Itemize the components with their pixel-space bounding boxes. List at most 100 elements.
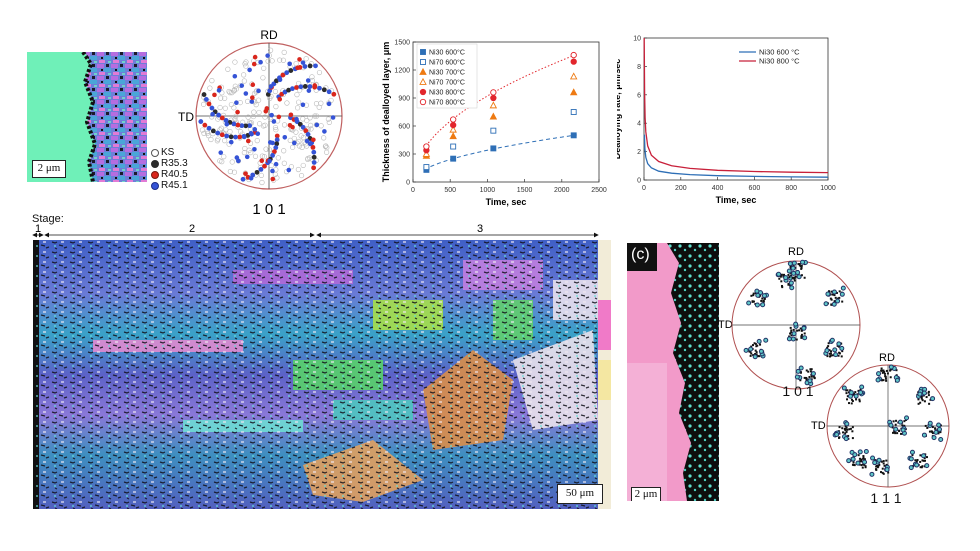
variant-pole-point: [305, 132, 311, 137]
ks-pole-point: [221, 154, 227, 160]
micrograph-a: 2 μm: [27, 52, 147, 182]
micrograph-c-scale: 2 μm: [631, 487, 661, 501]
pole-point: [923, 459, 926, 462]
variant-pole-point: [267, 140, 273, 145]
variant-pole-point: [326, 89, 332, 95]
pole-point: [933, 429, 939, 435]
variant-pole-point: [277, 77, 283, 83]
variant-pole-point: [297, 121, 303, 127]
pole-point: [919, 401, 922, 404]
pole-point: [920, 395, 923, 398]
pole-point: [752, 354, 758, 360]
pole-point: [810, 368, 813, 371]
variant-pole-point: [321, 87, 327, 93]
variant-pole-point: [288, 68, 294, 73]
pole-point: [759, 294, 762, 297]
ks-pole-point: [246, 147, 252, 153]
pole-point: [852, 393, 855, 396]
thickness-data-point: [490, 89, 497, 96]
pole-point: [847, 434, 850, 437]
pole-point: [924, 424, 927, 427]
pole-figure-a-rd-label: RD: [260, 28, 278, 42]
pole-point: [920, 396, 923, 399]
pole-point: [916, 458, 919, 461]
main-ebsd-map-image: [33, 240, 611, 509]
pole-point: [798, 263, 801, 266]
variant-pole-point: [248, 131, 254, 136]
variant-pole-point: [247, 123, 253, 129]
ks-pole-point: [325, 116, 332, 122]
variant-pole-point: [273, 145, 279, 151]
variant-pole-point: [206, 101, 212, 107]
pole-figure-c2-caption: 1 1 1: [870, 490, 902, 506]
ks-pole-point: [231, 169, 238, 175]
variant-pole-point: [262, 163, 267, 169]
variant-pole-point: [231, 121, 237, 127]
pole-point: [853, 393, 859, 399]
pole-point: [858, 460, 861, 463]
thickness-chart-y-tick-label: 0: [406, 180, 410, 187]
pole-point: [904, 415, 910, 421]
variant-pole-point: [228, 139, 234, 145]
thickness-chart-y-tick-label: 1500: [394, 40, 410, 47]
pole-point: [938, 436, 944, 442]
variant-pole-point: [280, 72, 286, 78]
variant-pole-point: [212, 92, 217, 98]
variant-pole-point: [250, 95, 255, 100]
pole-point: [790, 274, 793, 277]
pole-point: [841, 385, 847, 391]
pole-point: [790, 329, 793, 332]
thickness-legend-marker: [420, 49, 426, 55]
micrograph-c-image: [627, 243, 719, 501]
variant-pole-point: [232, 73, 238, 79]
variant-pole-point: [305, 78, 311, 83]
variant-pole-point: [270, 176, 276, 182]
legend-marker: [151, 148, 159, 157]
pole-point: [851, 426, 854, 429]
pole-point: [881, 471, 884, 474]
ks-pole-point: [324, 149, 330, 155]
variant-pole-point: [300, 102, 306, 108]
ks-pole-point: [298, 172, 305, 179]
ks-pole-point: [227, 128, 233, 135]
pole-point: [897, 419, 903, 425]
pole-point: [889, 369, 892, 372]
thickness-data-point: [450, 143, 457, 150]
micrograph-a-scale: 2 μm: [32, 160, 66, 178]
pole-point: [783, 275, 789, 281]
pole-point: [840, 355, 843, 358]
pole-point: [851, 437, 854, 440]
variant-pole-point: [270, 168, 275, 174]
pole-point: [805, 378, 808, 381]
pole-point: [829, 354, 832, 357]
ks-pole-point: [222, 105, 228, 111]
thickness-data-point: [423, 143, 430, 150]
rate-chart-x-tick-label: 200: [675, 185, 687, 192]
pole-point: [846, 428, 849, 431]
pole-point: [861, 466, 864, 469]
pole-point: [872, 460, 878, 466]
thickness-data-point: [569, 72, 578, 80]
pole-point: [885, 459, 888, 462]
variant-pole-point: [294, 85, 299, 90]
ks-pole-point: [222, 95, 228, 101]
pole-point: [831, 293, 834, 296]
variant-pole-point: [251, 61, 257, 67]
pole-point: [858, 457, 861, 460]
pole-point: [763, 337, 769, 343]
pole-figure-c1-td-label: TD: [718, 319, 733, 331]
variant-pole-point: [313, 63, 318, 69]
pole-point: [893, 426, 899, 432]
ks-pole-point: [281, 49, 287, 55]
pole-point: [909, 449, 915, 455]
ks-pole-point: [266, 147, 273, 153]
pole-point: [810, 375, 813, 378]
pole-point: [934, 427, 937, 430]
pole-point: [837, 345, 840, 348]
stage-1-label: 1: [35, 223, 41, 235]
pole-point: [805, 369, 808, 372]
pole-point: [926, 426, 929, 429]
pole-point: [792, 264, 795, 267]
ks-pole-point: [275, 155, 281, 161]
ks-pole-point: [322, 143, 329, 149]
